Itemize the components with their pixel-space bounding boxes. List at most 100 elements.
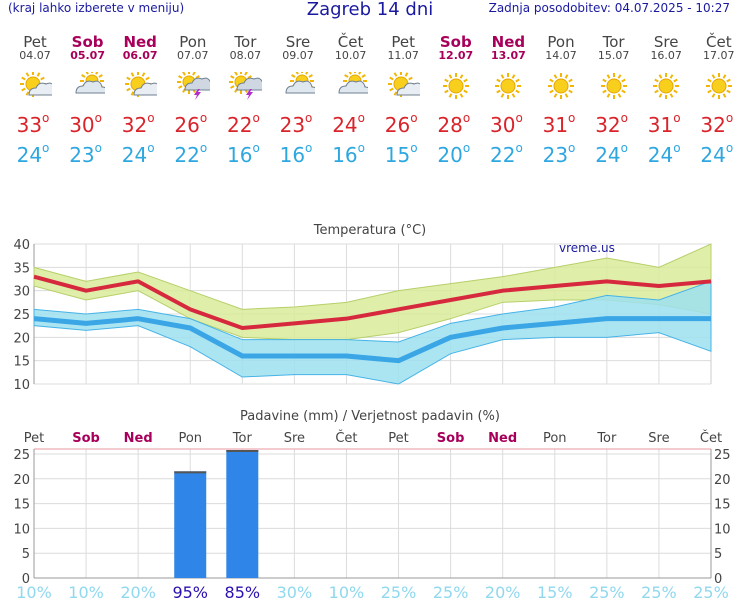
x-tick-label: Sob — [437, 431, 465, 446]
day-date: 08.07 — [229, 49, 262, 62]
max-temperature-line — [33, 274, 712, 330]
temp-max-value: 26 — [384, 113, 411, 137]
degree-symbol: o — [673, 111, 681, 125]
y-tick-label-right: 15 — [714, 498, 731, 513]
cloud-sun-icon — [71, 69, 109, 100]
temp-min-value: 24 — [595, 143, 621, 167]
menu-hint[interactable]: (kraj lahko izberete v meniju) — [8, 1, 185, 15]
degree-symbol: o — [147, 141, 155, 155]
day-date: 07.07 — [177, 49, 209, 62]
day-date: 09.07 — [282, 49, 314, 62]
temp-min-value: 24 — [647, 143, 674, 167]
precipitation-probability: 25% — [641, 583, 677, 600]
temp-min-value: 24 — [700, 143, 726, 167]
temp-min: 23o — [58, 141, 114, 167]
thunderstorm-icon — [228, 70, 270, 100]
min-temperature-line — [33, 316, 711, 364]
bar-cap — [174, 471, 207, 474]
degree-symbol: o — [568, 141, 576, 155]
temp-min-value: 23 — [69, 143, 95, 167]
day-name: Pon — [547, 33, 575, 51]
day-name: Čet — [706, 33, 732, 51]
temp-min-value: 22 — [174, 143, 200, 167]
day-name: Sob — [71, 33, 104, 51]
x-tick-label: Pet — [388, 431, 408, 446]
temp-min: 22o — [478, 141, 534, 167]
temp-max-value: 32 — [595, 113, 621, 137]
temp-min-value: 16 — [332, 143, 358, 167]
degree-symbol: o — [199, 141, 208, 155]
y-tick-label-right: 5 — [714, 547, 722, 562]
day-name: Tor — [602, 33, 625, 51]
degree-symbol: o — [42, 141, 50, 155]
precipitation-bar — [174, 471, 207, 578]
precipitation-probability: 10% — [16, 583, 52, 600]
temp-min-value: 23 — [542, 143, 569, 167]
day-date: 04.07 — [19, 49, 51, 62]
degree-symbol: o — [410, 141, 418, 155]
temp-max-value: 32 — [121, 113, 148, 137]
day-date: 13.07 — [490, 49, 526, 62]
y-tick-label: 10 — [13, 378, 30, 390]
precipitation-probability: 20% — [485, 583, 521, 600]
temp-max: 26o — [373, 111, 429, 137]
precipitation-probability: 30% — [277, 583, 313, 600]
day-date: 06.07 — [122, 49, 158, 62]
y-tick-label: 5 — [22, 547, 30, 562]
sun-icon — [649, 72, 683, 100]
precipitation-probability: 15% — [537, 583, 573, 600]
precipitation-probability: 25% — [381, 583, 417, 600]
temp-max-value: 23 — [279, 113, 306, 137]
x-tick-label: Sre — [284, 431, 305, 446]
temp-min: 24o — [689, 141, 740, 167]
chart-title: Temperatura (°C) — [313, 223, 426, 238]
day-name: Čet — [337, 33, 364, 51]
x-tick-label: Čet — [700, 430, 722, 446]
temp-min-value: 16 — [226, 143, 253, 167]
temp-max-value: 28 — [437, 113, 463, 137]
degree-symbol: o — [252, 141, 260, 155]
temp-max-value: 30 — [489, 113, 516, 137]
degree-symbol: o — [305, 111, 313, 125]
y-tick-label: 30 — [13, 285, 30, 300]
temp-min-value: 20 — [437, 143, 463, 167]
degree-symbol: o — [673, 141, 681, 155]
day-date: 15.07 — [597, 49, 630, 62]
temp-min: 15o — [373, 141, 429, 167]
temp-min-value: 24 — [16, 143, 43, 167]
temp-max: 23o — [268, 111, 324, 137]
temp-min: 24o — [110, 141, 166, 167]
temp-min: 23o — [531, 141, 587, 167]
degree-symbol: o — [725, 141, 734, 155]
x-tick-label: Ned — [124, 431, 153, 446]
x-tick-label: Tor — [232, 431, 253, 446]
x-tick-label: Tor — [596, 431, 617, 446]
degree-symbol: o — [620, 111, 628, 125]
watermark: vreme.us — [559, 241, 615, 255]
degree-symbol: o — [357, 111, 365, 125]
page-title: Zagreb 14 dni — [306, 0, 434, 20]
temp-min: 20o — [426, 141, 482, 167]
x-tick-label: Ned — [488, 431, 517, 446]
temp-min: 16o — [321, 141, 377, 167]
temp-max: 32o — [689, 111, 740, 137]
day-date: 10.07 — [334, 49, 367, 62]
day-name: Pon — [179, 33, 207, 51]
x-tick-label: Sre — [648, 431, 669, 446]
thunderstorm-icon — [176, 70, 218, 100]
temp-max-value: 24 — [332, 113, 358, 137]
precipitation-probability: 95% — [172, 583, 208, 600]
degree-symbol: o — [462, 111, 471, 125]
day-date: 16.07 — [650, 49, 682, 62]
precipitation-probability: 85% — [225, 583, 261, 600]
degree-symbol: o — [94, 111, 102, 125]
x-tick-label: Pon — [178, 431, 202, 446]
temp-min: 24o — [5, 141, 61, 167]
min-temperature-range — [33, 280, 712, 385]
day-name: Tor — [234, 33, 257, 51]
temp-max: 22o — [215, 111, 271, 137]
temp-max: 32o — [584, 111, 640, 137]
sun-icon — [544, 72, 578, 100]
temp-min-value: 22 — [489, 143, 516, 167]
sun-cloud-icon — [386, 71, 430, 100]
